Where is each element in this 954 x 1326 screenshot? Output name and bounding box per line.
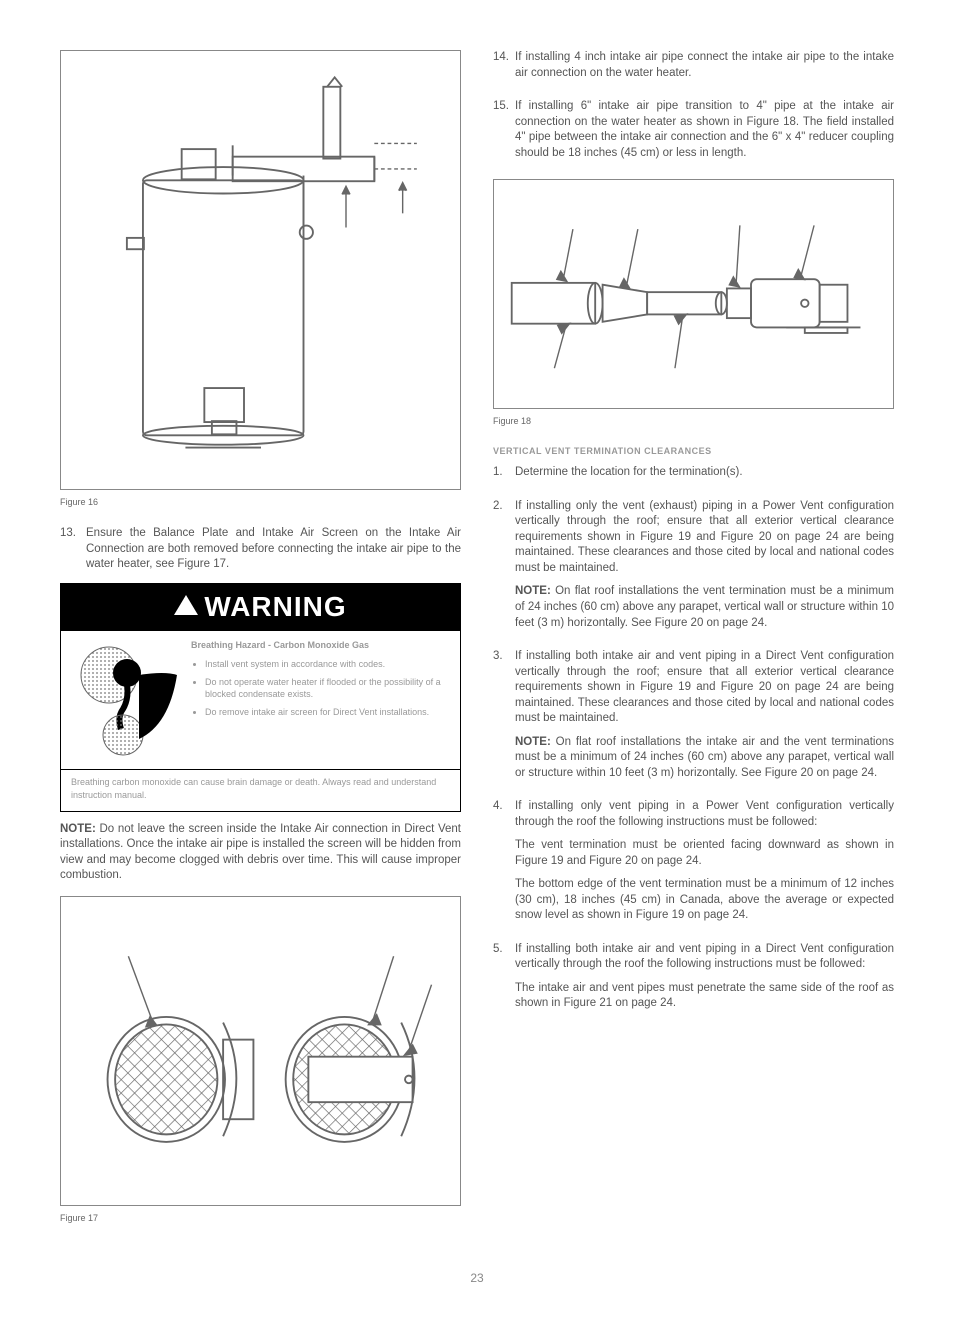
warning-bullet: Install vent system in accordance with c… [205,658,450,670]
figure-16-box [60,50,461,490]
warning-pictogram [71,639,181,759]
term-step-3-p2: On flat roof installations the intake ai… [515,736,894,779]
step-15: 15. If installing 6" intake air pipe tra… [493,99,894,169]
term-step-5-num: 5. [493,942,515,1020]
figure-16-svg [91,70,431,470]
warning-bullet: Do not operate water heater if flooded o… [205,676,450,700]
term-step-3-p1: If installing both intake air and vent p… [515,649,894,727]
warning-triangle-icon [174,595,198,615]
warning-label: WARNING [204,588,346,626]
term-step-5-p2: The intake air and vent pipes must penet… [515,981,894,1012]
warning-bullet-list: Install vent system in accordance with c… [205,658,450,719]
steps-14-15: 14. If installing 4 inch intake air pipe… [493,50,894,169]
step-13-list: 13. Ensure the Balance Plate and Intake … [60,526,461,573]
term-step-4: 4. If installing only vent piping in a P… [493,799,894,932]
step-14-num: 14. [493,50,515,89]
step-14-text: If installing 4 inch intake air pipe con… [515,50,894,81]
term-step-3-note: NOTE: On flat roof installations the int… [515,735,894,782]
term-step-3-num: 3. [493,649,515,789]
term-step-2: 2. If installing only the vent (exhaust)… [493,499,894,639]
warning-headline: Breathing Hazard - Carbon Monoxide Gas [191,639,450,651]
term-step-2-p2: On flat roof installations the vent term… [515,585,894,628]
term-step-4-num: 4. [493,799,515,932]
termination-steps: 1. Determine the location for the termin… [493,465,894,1019]
step-13-num: 13. [60,526,86,573]
warning-footer: Breathing carbon monoxide can cause brai… [61,769,460,810]
note-label: NOTE: [515,585,551,597]
figure-18-svg [508,194,879,394]
term-step-5: 5. If installing both intake air and ven… [493,942,894,1020]
step-13-text: Ensure the Balance Plate and Intake Air … [86,526,461,573]
step-14: 14. If installing 4 inch intake air pipe… [493,50,894,89]
term-step-4-p1: If installing only vent piping in a Powe… [515,799,894,830]
term-step-3: 3. If installing both intake air and ven… [493,649,894,789]
figure-16-caption: Figure 16 [60,496,461,508]
term-step-2-p1: If installing only the vent (exhaust) pi… [515,499,894,577]
term-step-1-text: Determine the location for the terminati… [515,465,894,481]
right-column: 14. If installing 4 inch intake air pipe… [493,50,894,1242]
warning-body: Breathing Hazard - Carbon Monoxide Gas I… [61,631,460,769]
term-step-4-p2: The vent termination must be oriented fa… [515,838,894,869]
figure-17-box [60,896,461,1206]
warning-box: WARNING [60,583,461,812]
note-paragraph: NOTE: Do not leave the screen inside the… [60,822,461,884]
warning-text-block: Breathing Hazard - Carbon Monoxide Gas I… [191,639,450,759]
term-step-2-note: NOTE: On flat roof installations the ven… [515,584,894,631]
left-column: Figure 16 13. Ensure the Balance Plate a… [60,50,461,1242]
term-step-4-p3: The bottom edge of the vent termination … [515,877,894,924]
step-13-item: 13. Ensure the Balance Plate and Intake … [60,526,461,573]
note-label: NOTE: [60,823,96,835]
figure-17-svg [81,911,441,1191]
term-step-2-num: 2. [493,499,515,639]
warning-header: WARNING [61,584,460,632]
warning-bullet: Do remove intake air screen for Direct V… [205,706,450,718]
page-two-column: Figure 16 13. Ensure the Balance Plate a… [60,50,894,1242]
figure-18-box [493,179,894,409]
note-text: Do not leave the screen inside the Intak… [60,823,461,882]
term-step-1: 1. Determine the location for the termin… [493,465,894,489]
term-step-1-num: 1. [493,465,515,489]
figure-18-caption: Figure 18 [493,415,894,427]
figure-17-caption: Figure 17 [60,1212,461,1224]
note-label: NOTE: [515,736,551,748]
step-15-num: 15. [493,99,515,169]
step-15-text: If installing 6" intake air pipe transit… [515,99,894,161]
term-step-5-p1: If installing both intake air and vent p… [515,942,894,973]
page-number: 23 [60,1270,894,1286]
section-subhead: VERTICAL VENT TERMINATION CLEARANCES [493,445,894,457]
